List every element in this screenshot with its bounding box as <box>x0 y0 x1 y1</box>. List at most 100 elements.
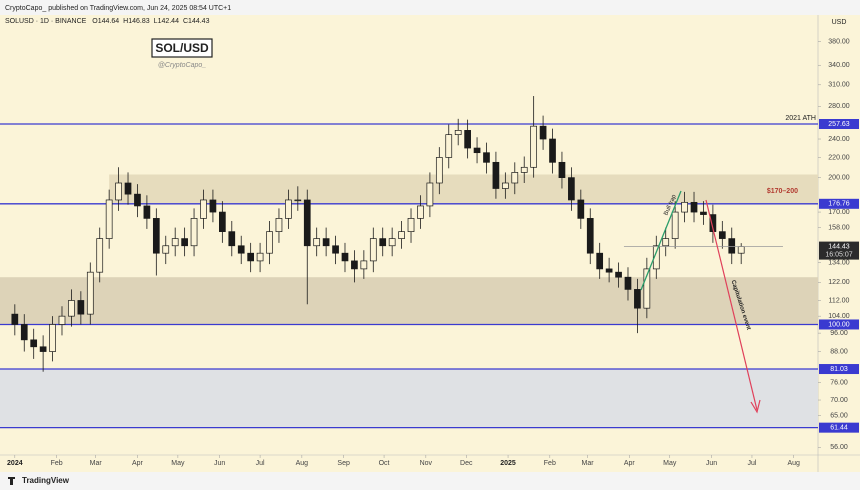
x-tick-label: May <box>171 460 185 467</box>
footer-bar <box>0 472 860 490</box>
y-tick-label: 70.00 <box>830 397 848 404</box>
level-tag-label: 257.63 <box>828 121 850 128</box>
candle-body <box>303 199 311 247</box>
y-tick-label: 310.00 <box>828 82 850 89</box>
candle-body <box>228 231 236 247</box>
zone <box>109 174 819 204</box>
candle-body <box>162 245 170 254</box>
candle-body <box>379 238 387 247</box>
candle-body <box>728 238 736 254</box>
top-bar <box>0 0 860 15</box>
y-tick-label: 96.00 <box>830 330 848 337</box>
y-tick-label: 200.00 <box>828 174 850 181</box>
zone <box>0 277 818 325</box>
candle-body <box>360 260 368 270</box>
x-tick-label: Aug <box>296 460 309 467</box>
level-tag-label: 176.76 <box>828 201 850 208</box>
y-tick-label: 122.00 <box>828 279 850 286</box>
ohlc-value: 146.83 <box>128 18 150 25</box>
candle-body <box>313 238 321 247</box>
level-tag <box>819 319 859 330</box>
ohlc-value: 142.44 <box>158 18 180 25</box>
zones <box>0 174 819 428</box>
y-tick-label: 104.00 <box>828 313 850 320</box>
y-tick-label: 112.00 <box>829 297 850 304</box>
candle-body <box>11 313 19 325</box>
capitulation-arrow <box>705 199 758 411</box>
candle-body <box>58 315 66 325</box>
level-tag <box>819 422 859 433</box>
y-tick-label: 340.00 <box>828 62 850 69</box>
candle-body <box>247 252 255 262</box>
x-tick-label: Oct <box>379 460 390 467</box>
candle-body <box>275 218 283 232</box>
y-tick-label: 56.00 <box>830 444 848 451</box>
candle-body <box>407 218 415 232</box>
candle-body <box>294 199 302 202</box>
y-tick-label: 240.00 <box>828 136 850 143</box>
candle-body <box>502 182 509 189</box>
y-tick-label: 220.00 <box>828 154 850 161</box>
x-tick-label: Feb <box>544 460 556 467</box>
candle-body <box>30 339 38 348</box>
candle-body <box>86 271 94 315</box>
x-tick-label: Mar <box>90 460 103 467</box>
ohlc-prefix: L <box>154 18 158 25</box>
candle-body <box>690 201 698 213</box>
candle-body <box>643 268 651 309</box>
candle-body <box>115 182 122 201</box>
candle-body <box>285 199 292 219</box>
candle-body <box>549 138 556 163</box>
price-tag <box>819 241 859 260</box>
level-tag <box>819 364 859 375</box>
brand-icon <box>8 477 15 485</box>
candle-body <box>737 246 745 254</box>
candle-body <box>134 193 141 207</box>
candle-body <box>586 218 594 254</box>
zone <box>0 369 818 428</box>
price-axis <box>818 15 860 455</box>
x-tick-label: 2024 <box>7 460 23 467</box>
candle-body <box>209 199 217 213</box>
x-tick-label: Jun <box>706 460 717 467</box>
ath-label: 2021 ATH <box>785 115 816 122</box>
x-tick-label: Jul <box>256 460 265 467</box>
x-tick-label: Nov <box>420 460 433 467</box>
y-tick-label: 280.00 <box>828 103 850 110</box>
candle-body <box>351 260 358 270</box>
level-tag-label: 100.00 <box>828 321 850 328</box>
candle-body <box>530 125 538 168</box>
ohlc-value: 144.64 <box>98 18 120 25</box>
ohlc-prefix: H <box>123 18 128 25</box>
candle-body <box>709 214 717 232</box>
bull-trap-line <box>640 190 682 291</box>
candle-body <box>219 211 226 232</box>
candle-body <box>171 238 179 247</box>
candle-body <box>624 276 632 290</box>
ohlc-prefix: C <box>183 18 188 25</box>
candle-body <box>652 245 660 270</box>
candle-body <box>398 231 405 239</box>
range-label: $170–200 <box>767 188 798 195</box>
x-tick-label: Feb <box>51 460 63 467</box>
published-note: CryptoCapo_ published on TradingView.com… <box>5 5 231 12</box>
x-tick-label: Jun <box>214 460 225 467</box>
y-tick-label: 65.00 <box>830 413 848 420</box>
candle-body <box>681 201 688 213</box>
candle-body <box>181 238 188 247</box>
x-tick-label: Apr <box>624 460 636 467</box>
candle-body <box>332 245 339 254</box>
candle-body <box>511 172 519 184</box>
candle-body <box>520 166 528 173</box>
plot <box>0 96 818 429</box>
x-tick-label: 2025 <box>500 460 516 467</box>
candle-body <box>49 324 56 352</box>
candle-body <box>388 238 396 247</box>
title-box <box>151 38 213 58</box>
candle-body <box>558 161 566 178</box>
symbol-line: SOLUSD · 1D · BINANCE <box>5 18 87 25</box>
candle-body <box>369 238 377 262</box>
x-tick-label: Dec <box>460 460 473 467</box>
x-tick-label: May <box>663 460 677 467</box>
